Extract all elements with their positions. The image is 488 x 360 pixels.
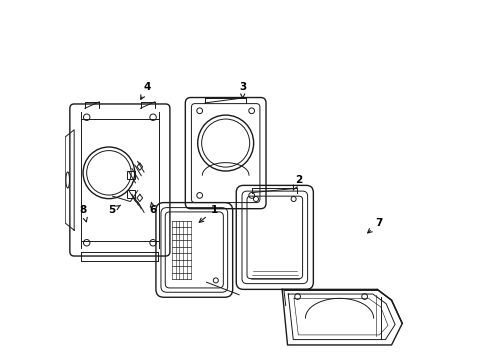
Bar: [127, 190, 135, 198]
Text: 1: 1: [199, 206, 217, 222]
Text: 2: 2: [292, 175, 301, 190]
Text: 3: 3: [239, 82, 246, 98]
Text: 6: 6: [149, 202, 156, 216]
Text: 5: 5: [108, 205, 121, 216]
Bar: [127, 171, 135, 179]
Text: 4: 4: [141, 82, 151, 99]
Text: 7: 7: [367, 218, 382, 233]
Text: 8: 8: [80, 206, 87, 222]
